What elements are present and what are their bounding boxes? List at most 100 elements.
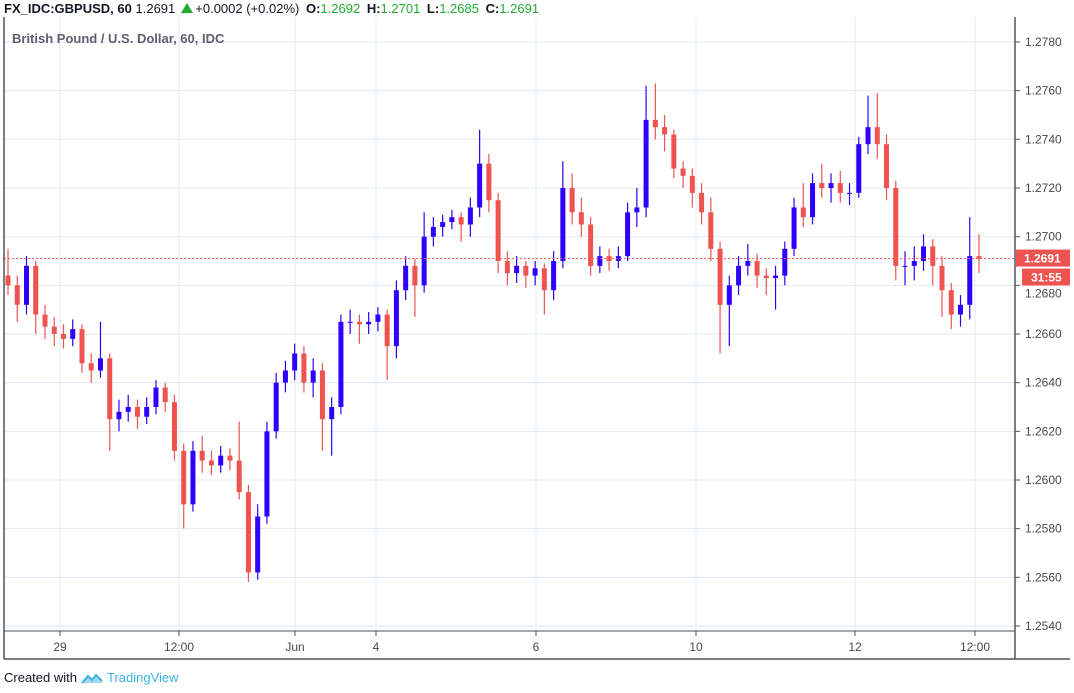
candle-body — [449, 217, 455, 223]
candle-body — [23, 265, 29, 305]
candle — [810, 173, 816, 225]
candle — [42, 304, 48, 339]
candle-body — [338, 321, 344, 407]
candle-body — [884, 144, 890, 188]
candle — [726, 275, 732, 347]
candle-body — [134, 406, 140, 417]
candle — [615, 246, 621, 269]
candle-body — [199, 450, 205, 461]
candle — [699, 183, 705, 225]
candle-body — [375, 314, 381, 322]
candle — [763, 268, 769, 296]
candle — [23, 256, 29, 315]
candle-body — [171, 402, 177, 451]
candle — [134, 399, 140, 429]
candle — [689, 168, 695, 208]
price-tick-label: 1.2540 — [1025, 619, 1062, 633]
time-axis[interactable]: 29 12:00 Jun 4 6 10 12 12:00 — [53, 631, 990, 654]
candle — [97, 321, 103, 378]
candle — [310, 358, 316, 398]
candle-body — [310, 370, 316, 383]
candle-body — [504, 260, 510, 274]
candle-body — [699, 192, 705, 213]
candle-body — [625, 212, 631, 257]
time-tick-label: 29 — [53, 640, 67, 654]
candle — [264, 421, 270, 524]
candle — [939, 256, 945, 317]
candle-body — [116, 411, 122, 420]
last-price-badge: 1.2691 31:55 — [1016, 249, 1070, 286]
candle-body — [736, 265, 742, 286]
candle-body — [440, 222, 446, 227]
candle — [541, 263, 547, 315]
candle-body — [902, 265, 908, 267]
candle — [708, 197, 714, 261]
candle-body — [458, 217, 464, 225]
time-tick-label: 4 — [373, 640, 380, 654]
candle-body — [671, 134, 677, 169]
candle — [532, 260, 538, 286]
candle — [393, 280, 399, 359]
candle-body — [125, 406, 131, 412]
candle-body — [782, 248, 788, 276]
candle — [893, 180, 899, 281]
candle — [375, 307, 381, 332]
candle-body — [800, 207, 806, 218]
candle — [347, 309, 353, 334]
candle-body — [911, 260, 917, 266]
candle-body — [791, 207, 797, 249]
candle-body — [680, 168, 686, 176]
candle-body — [60, 333, 66, 339]
candle — [181, 443, 187, 529]
candle-body — [153, 387, 159, 407]
open-value: 1.2692 — [320, 1, 361, 16]
price-tick-label: 1.2660 — [1025, 327, 1062, 341]
candle — [773, 265, 779, 310]
candle-body — [486, 163, 492, 201]
candle — [430, 217, 436, 247]
candle — [958, 295, 964, 327]
candle-body — [865, 127, 871, 145]
candle — [625, 202, 631, 261]
candle — [218, 445, 224, 473]
candle-body — [615, 256, 621, 261]
candle-body — [301, 353, 307, 383]
candle-body — [893, 187, 899, 266]
candle — [911, 246, 917, 281]
candle — [967, 217, 973, 320]
candle-body — [107, 358, 113, 420]
candle — [976, 234, 982, 274]
price-axis[interactable]: 1.2780 1.2760 1.2740 1.2720 1.2700 1.2680 1.26… — [1015, 35, 1062, 633]
candlestick-chart[interactable]: 1.27801.27601.27401.27201.27001.26801.26… — [0, 0, 1074, 665]
candle-body — [578, 212, 584, 225]
candle — [504, 251, 510, 286]
candle-body — [51, 326, 57, 334]
candle — [458, 212, 464, 242]
candle — [329, 397, 335, 456]
candle-body — [412, 265, 418, 286]
candle — [51, 316, 57, 347]
price-tick-label: 1.2560 — [1025, 570, 1062, 584]
candle-body — [208, 460, 214, 466]
candle-body — [495, 200, 501, 261]
candle-body — [33, 265, 39, 315]
candle — [236, 421, 242, 500]
close-value: 1.2691 — [499, 1, 540, 16]
price-tick-label: 1.2600 — [1025, 473, 1062, 487]
candle — [79, 324, 85, 373]
candle — [70, 319, 76, 347]
candle-body — [430, 226, 436, 237]
footer: Created with TradingView — [4, 670, 179, 685]
open-label: O: — [305, 1, 321, 16]
candle — [819, 163, 825, 198]
candle-body — [356, 321, 362, 325]
candle — [560, 161, 566, 269]
candle-body — [745, 260, 751, 266]
price-tick-label: 1.2760 — [1025, 84, 1062, 98]
grid — [4, 17, 1015, 631]
candle — [884, 134, 890, 201]
candle-body — [810, 183, 816, 218]
tradingview-link[interactable]: TradingView — [106, 670, 179, 685]
candle-body — [162, 387, 168, 403]
candle — [356, 314, 362, 344]
